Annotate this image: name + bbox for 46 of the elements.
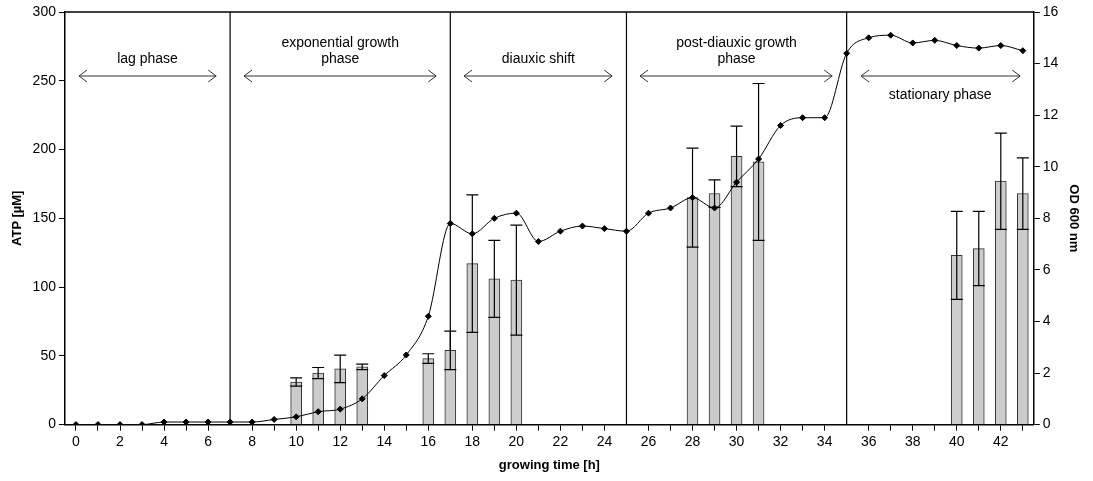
x-tick-label: 36 — [860, 432, 877, 449]
y-axis-title: ATP [µM] — [9, 190, 25, 246]
y-tick-label: 50 — [40, 346, 57, 363]
y-tick-label: 250 — [32, 71, 57, 88]
x-tick-label: 28 — [684, 432, 701, 449]
x-tick-label: 18 — [464, 432, 481, 449]
y-tick-label: 150 — [32, 209, 57, 226]
x-tick-label: 24 — [596, 432, 613, 449]
x-tick-label: 6 — [204, 432, 213, 449]
y-tick-label: 200 — [32, 140, 57, 157]
y2-tick-label: 12 — [1042, 106, 1059, 123]
y2-tick-label: 2 — [1042, 363, 1051, 380]
x-tick-label: 34 — [816, 432, 833, 449]
x-tick-label: 4 — [160, 432, 169, 449]
y2-tick-label: 0 — [1042, 415, 1051, 432]
x-axis-title: growing time [h] — [498, 456, 600, 472]
y2-tick-label: 16 — [1042, 2, 1059, 19]
x-tick-label: 22 — [552, 432, 569, 449]
x-tick-label: 0 — [72, 432, 81, 449]
x-tick-label: 12 — [332, 432, 349, 449]
y2-tick-label: 4 — [1042, 312, 1051, 329]
annotation: exponential growth phase — [280, 34, 400, 66]
x-tick-label: 20 — [508, 432, 525, 449]
x-tick-label: 42 — [993, 432, 1009, 449]
x-tick-label: 40 — [948, 432, 965, 449]
y-tick-label: 300 — [32, 2, 57, 19]
x-tick-label: 10 — [288, 432, 305, 449]
annotation: diauxic shift — [500, 50, 576, 66]
annotation: stationary phase — [887, 86, 993, 102]
y-tick-label: 100 — [32, 277, 57, 294]
annotation: post-diauxic growth phase — [675, 34, 798, 66]
y-tick-label: 0 — [48, 415, 57, 432]
x-tick-label: 2 — [116, 432, 125, 449]
x-tick-label: 38 — [904, 432, 921, 449]
x-tick-label: 32 — [772, 432, 789, 449]
annotation: lag phase — [116, 50, 179, 66]
y2-axis-title: OD 600 nm — [1066, 184, 1082, 253]
x-tick-label: 16 — [420, 432, 437, 449]
y2-tick-label: 10 — [1042, 157, 1059, 174]
x-tick-label: 8 — [248, 432, 257, 449]
y2-tick-label: 8 — [1042, 209, 1051, 226]
x-tick-label: 14 — [376, 432, 393, 449]
x-tick-label: 30 — [728, 432, 745, 449]
y2-tick-label: 14 — [1042, 54, 1059, 71]
y2-tick-label: 6 — [1042, 260, 1051, 277]
x-tick-label: 26 — [640, 432, 657, 449]
